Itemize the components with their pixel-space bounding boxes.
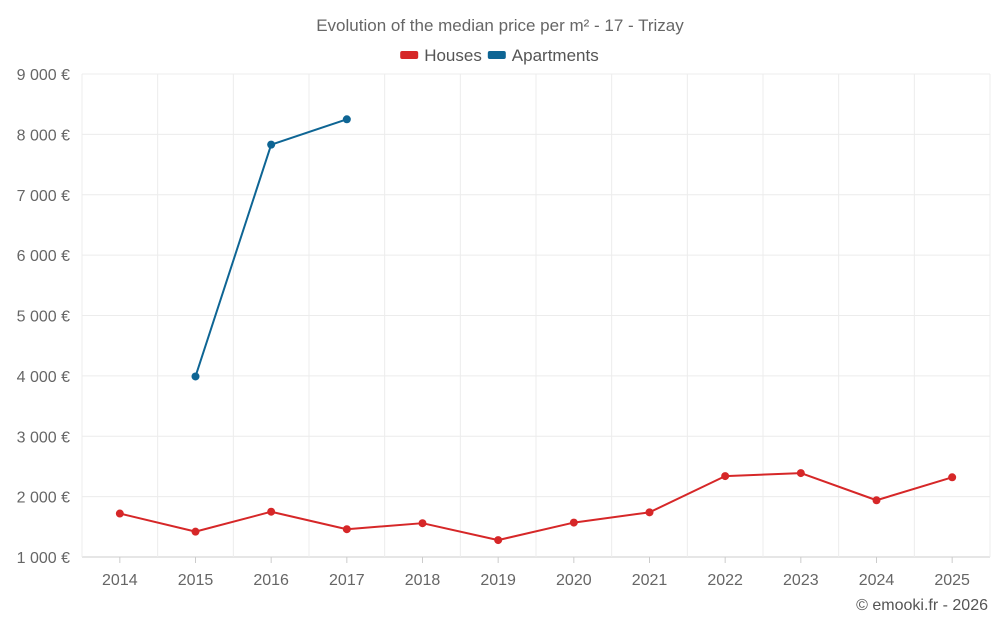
legend: Houses Apartments — [400, 46, 599, 65]
data-point[interactable] — [645, 508, 654, 517]
x-tick-label: 2025 — [934, 572, 970, 589]
data-point[interactable] — [569, 518, 578, 527]
data-point[interactable] — [342, 115, 351, 124]
data-point[interactable] — [115, 509, 124, 518]
data-point[interactable] — [872, 496, 881, 505]
data-point[interactable] — [191, 527, 200, 536]
legend-swatch — [400, 51, 419, 59]
y-tick-label: 4 000 € — [17, 369, 70, 386]
y-tick-label: 9 000 € — [17, 67, 70, 84]
data-point[interactable] — [721, 472, 730, 481]
series-apartments — [191, 115, 351, 381]
data-point[interactable] — [796, 469, 805, 478]
y-tick-label: 7 000 € — [17, 188, 70, 205]
x-tick-label: 2017 — [329, 572, 365, 589]
y-tick-label: 5 000 € — [17, 309, 70, 326]
x-axis-ticks: 2014 2015 2016 2017 2018 2019 2020 2021 2022 2023… — [102, 557, 970, 589]
data-point[interactable] — [418, 519, 427, 528]
data-point[interactable] — [191, 372, 200, 381]
x-tick-label: 2023 — [783, 572, 819, 589]
x-tick-label: 2014 — [102, 572, 138, 589]
legend-item-houses[interactable]: Houses — [400, 46, 482, 65]
x-tick-label: 2016 — [253, 572, 289, 589]
legend-swatch — [487, 51, 506, 59]
data-point[interactable] — [948, 473, 957, 482]
x-tick-label: 2021 — [632, 572, 668, 589]
y-tick-label: 6 000 € — [17, 248, 70, 265]
legend-item-apartments[interactable]: Apartments — [487, 46, 599, 65]
x-tick-label: 2020 — [556, 572, 592, 589]
series-line — [119, 472, 953, 542]
series-group — [115, 115, 957, 545]
series-line — [194, 118, 348, 377]
series-houses — [115, 469, 957, 545]
data-point[interactable] — [267, 507, 276, 516]
grid — [81, 73, 991, 558]
legend-label: Houses — [424, 46, 482, 65]
data-point[interactable] — [494, 536, 503, 545]
y-axis-ticks: 1 000 € 2 000 € 3 000 € 4 000 € 5 000 € 6 000… — [17, 67, 70, 567]
legend-label: Apartments — [512, 46, 599, 65]
x-tick-label: 2019 — [480, 572, 516, 589]
x-tick-label: 2024 — [859, 572, 895, 589]
y-tick-label: 2 000 € — [17, 490, 70, 507]
y-tick-label: 3 000 € — [17, 429, 70, 446]
data-point[interactable] — [267, 140, 276, 149]
credit-text: © emooki.fr - 2026 — [856, 597, 988, 614]
x-tick-label: 2015 — [178, 572, 214, 589]
chart-title: Evolution of the median price per m² - 1… — [316, 16, 684, 35]
y-tick-label: 1 000 € — [17, 550, 70, 567]
y-tick-label: 8 000 € — [17, 127, 70, 144]
x-tick-label: 2018 — [405, 572, 441, 589]
data-point[interactable] — [342, 525, 351, 534]
x-tick-label: 2022 — [707, 572, 743, 589]
